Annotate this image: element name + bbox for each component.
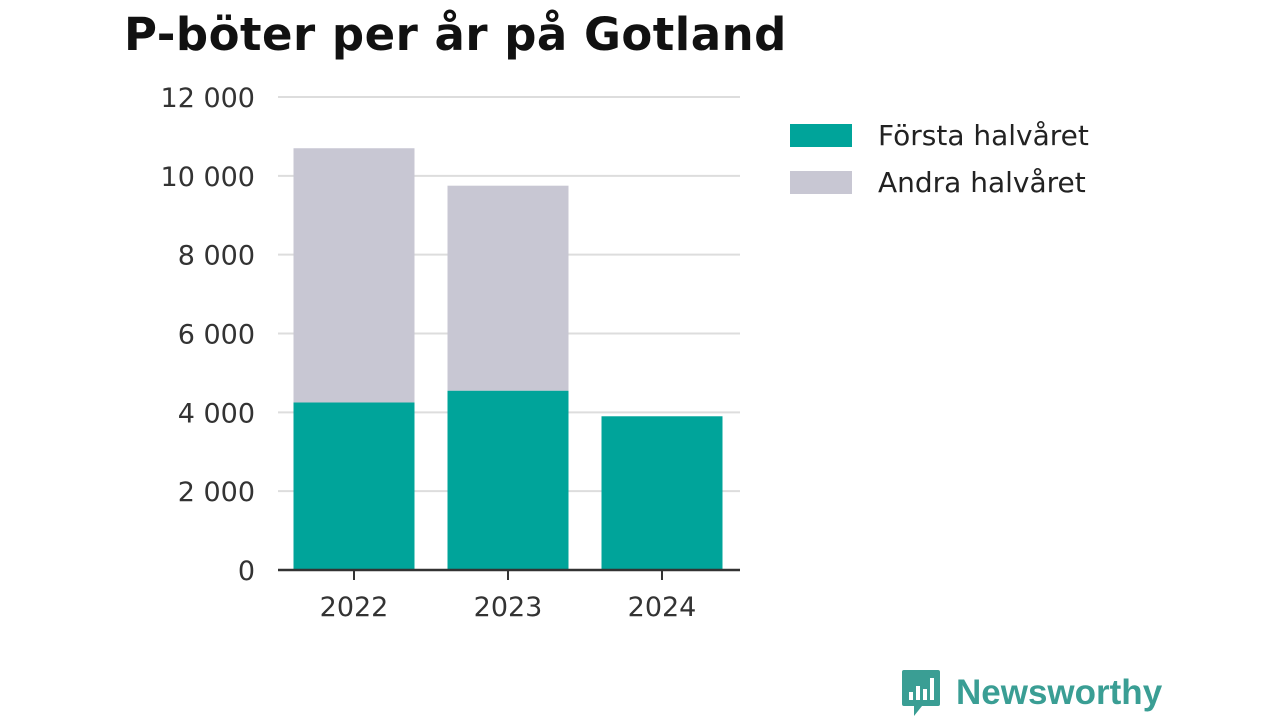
- legend-swatch: [790, 171, 852, 194]
- y-tick-label: 4 000: [178, 398, 255, 429]
- y-tick-label: 12 000: [161, 83, 255, 114]
- x-tick-label: 2022: [320, 592, 389, 623]
- y-tick-label: 2 000: [178, 477, 255, 508]
- y-tick-label: 6 000: [178, 320, 255, 351]
- legend-swatch: [790, 124, 852, 147]
- legend-label: Andra halvåret: [878, 166, 1086, 199]
- y-axis-ticks: 0 2 000 4 000 6 000 8 000 10 000 12 000: [161, 83, 255, 587]
- bar-segment: [601, 416, 723, 570]
- bar-chart-speech-bubble-icon: [902, 670, 940, 716]
- legend-label: Första halvåret: [878, 119, 1089, 152]
- y-tick-label: 0: [238, 556, 255, 587]
- legend-item-andra-halvaret: Andra halvåret: [790, 159, 1089, 206]
- y-tick-label: 8 000: [178, 241, 255, 272]
- x-tick-label: 2023: [474, 592, 543, 623]
- chart-title: P-böter per år på Gotland: [124, 8, 787, 61]
- x-tick-label: 2024: [628, 592, 697, 623]
- bar-segment: [447, 185, 569, 391]
- newsworthy-logo: Newsworthy: [900, 668, 1162, 718]
- legend: Första halvåret Andra halvåret: [790, 112, 1089, 206]
- bar-segment: [447, 390, 569, 570]
- bar-segment: [293, 148, 415, 403]
- x-axis-ticks: 2022 2023 2024: [320, 570, 697, 623]
- bar-segment: [293, 402, 415, 570]
- bars: [293, 148, 723, 570]
- logo-text: Newsworthy: [956, 673, 1163, 712]
- y-tick-label: 10 000: [161, 162, 255, 193]
- legend-item-forsta-halvaret: Första halvåret: [790, 112, 1089, 159]
